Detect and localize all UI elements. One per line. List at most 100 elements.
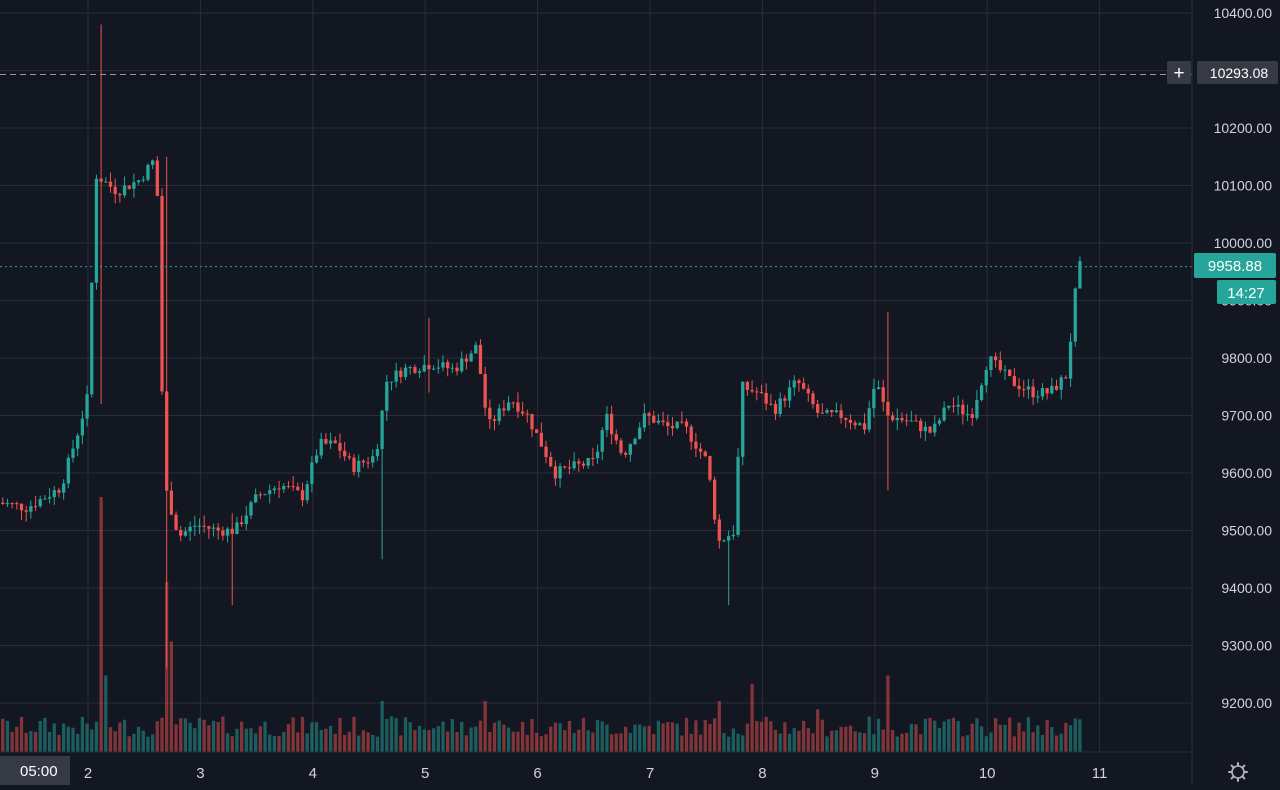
volume-bar bbox=[647, 725, 651, 752]
candle-body bbox=[703, 451, 707, 456]
volume-bar bbox=[19, 716, 24, 752]
volume-bar bbox=[118, 722, 122, 752]
crosshair-plus-button[interactable] bbox=[1167, 61, 1191, 84]
volume-bar bbox=[300, 717, 305, 752]
candle-body bbox=[900, 417, 904, 421]
price-tick-label: 9200.00 bbox=[1221, 695, 1272, 711]
volume-bar bbox=[188, 722, 192, 752]
candle-body bbox=[1022, 389, 1026, 391]
candle-body bbox=[305, 484, 309, 501]
candle-body bbox=[535, 429, 539, 433]
gear-icon[interactable] bbox=[1228, 762, 1248, 782]
volume-bar bbox=[516, 731, 520, 752]
candle-body bbox=[403, 367, 408, 377]
candle-body bbox=[933, 423, 937, 433]
candle-body bbox=[684, 421, 689, 427]
candle-body bbox=[1036, 396, 1040, 398]
candle-body bbox=[1003, 369, 1007, 371]
candle-body bbox=[680, 421, 684, 423]
volume-bar bbox=[464, 735, 469, 752]
volume-bar bbox=[422, 729, 426, 752]
volume-bar bbox=[806, 728, 810, 752]
candle-body bbox=[581, 463, 586, 466]
volume-bar bbox=[900, 733, 904, 752]
volume-bar bbox=[745, 723, 750, 752]
candle-body bbox=[319, 438, 323, 456]
volume-bar bbox=[797, 730, 801, 752]
candle-body bbox=[422, 364, 426, 372]
candle-body bbox=[605, 413, 609, 431]
volume-bar bbox=[577, 729, 581, 752]
volume-bar bbox=[539, 736, 543, 752]
candle-body bbox=[300, 490, 305, 501]
countdown-label: 14:27 bbox=[1227, 285, 1265, 302]
candle-body bbox=[38, 499, 42, 507]
time-axis[interactable]: 2 3 4 5 6 7 8 9 10 11 bbox=[84, 765, 1108, 782]
volume-bar bbox=[347, 731, 351, 752]
candle-body bbox=[15, 503, 19, 505]
volume-bar bbox=[235, 728, 239, 752]
volume-bar bbox=[314, 722, 319, 752]
volume-bar bbox=[455, 732, 459, 752]
candle-body bbox=[464, 358, 469, 362]
volume-bar bbox=[141, 730, 145, 752]
volume-bar bbox=[834, 730, 839, 752]
volume-bar bbox=[656, 720, 661, 752]
candle-body bbox=[928, 426, 932, 433]
candle-body bbox=[408, 367, 412, 369]
price-axis-panel[interactable] bbox=[1192, 0, 1280, 785]
candle-body bbox=[141, 179, 145, 181]
volume-bar bbox=[600, 721, 604, 752]
candle-body bbox=[497, 408, 501, 421]
volume-bar bbox=[755, 721, 759, 752]
candle-body bbox=[708, 455, 712, 480]
candle-body bbox=[62, 483, 66, 493]
volume-bar bbox=[216, 721, 220, 752]
candle-body bbox=[207, 526, 211, 529]
volume-bar bbox=[881, 729, 885, 752]
volume-bar bbox=[886, 675, 890, 752]
time-cursor-bg bbox=[0, 756, 70, 785]
volume-bar bbox=[169, 641, 174, 752]
volume-bar bbox=[965, 735, 970, 752]
volume-bar bbox=[385, 718, 389, 752]
last-price-badge: 9958.88 14:27 bbox=[1194, 253, 1276, 304]
candle-body bbox=[647, 413, 651, 416]
candle-body bbox=[389, 381, 394, 383]
volume-bar bbox=[956, 721, 960, 752]
time-tick-label: 4 bbox=[309, 765, 317, 782]
volume-bar bbox=[567, 720, 572, 752]
volume-bar bbox=[890, 729, 895, 752]
candle-body bbox=[66, 457, 70, 484]
candle-body bbox=[361, 460, 366, 463]
candle-body bbox=[455, 367, 459, 372]
volume-bar bbox=[862, 733, 867, 752]
candle-body bbox=[366, 462, 370, 464]
volume-bar bbox=[38, 720, 42, 752]
volume-bar bbox=[80, 716, 85, 752]
volume-bar bbox=[1003, 724, 1007, 752]
volume-bar bbox=[62, 723, 66, 752]
plus-icon[interactable]: + bbox=[1173, 63, 1184, 84]
candle-body bbox=[698, 448, 703, 452]
volume-bar bbox=[764, 716, 768, 752]
candle-body bbox=[839, 410, 843, 418]
volume-bar bbox=[71, 727, 75, 752]
last-price-label: 9958.88 bbox=[1208, 258, 1262, 275]
volume-bar bbox=[408, 722, 412, 752]
price-tick-label: 9400.00 bbox=[1221, 580, 1272, 596]
candle-body bbox=[197, 525, 202, 527]
time-tick-label: 10 bbox=[979, 765, 996, 782]
volume-bar bbox=[506, 727, 511, 752]
candle-body bbox=[1054, 385, 1059, 390]
candle-body bbox=[155, 160, 159, 197]
candle-body bbox=[29, 506, 33, 512]
volume-bar bbox=[399, 735, 403, 752]
volume-bar bbox=[731, 728, 736, 752]
volume-bar bbox=[174, 724, 178, 752]
candle-body bbox=[394, 370, 398, 382]
volume-bar bbox=[675, 723, 679, 752]
candle-body bbox=[1078, 261, 1082, 289]
